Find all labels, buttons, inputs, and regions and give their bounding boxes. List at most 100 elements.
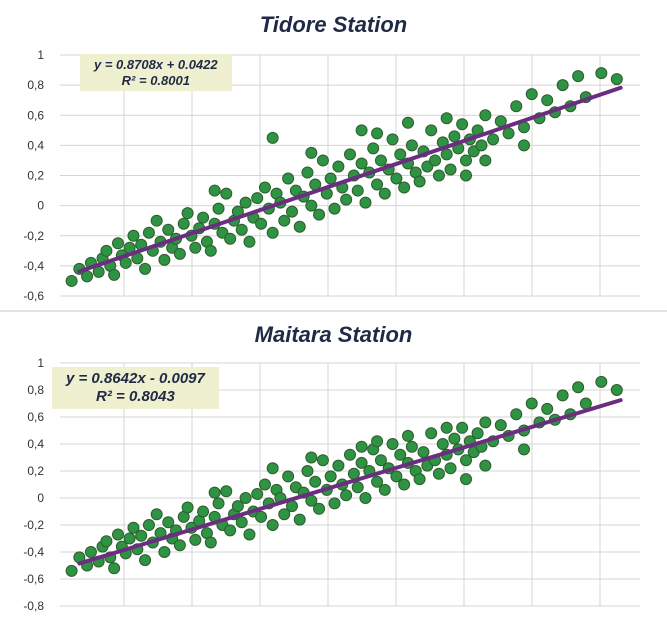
data-point [65, 564, 78, 577]
data-point [413, 175, 426, 188]
data-point [359, 196, 372, 209]
data-point [405, 440, 418, 453]
regression-equation-box: y = 0.8708x + 0.0422 R² = 0.8001 [80, 54, 232, 92]
data-point [158, 546, 171, 558]
y-tick-label: 0,2 [27, 464, 44, 478]
data-point [112, 237, 124, 250]
data-point [305, 146, 318, 159]
data-point [456, 118, 469, 131]
data-point [502, 127, 515, 140]
y-tick-label: 1 [37, 48, 44, 62]
data-point [440, 421, 453, 434]
data-point [398, 478, 411, 491]
data-point [610, 73, 623, 86]
data-point [108, 268, 121, 281]
data-point [374, 454, 387, 467]
regression-equation: y = 0.8642x - 0.0097 [66, 370, 205, 387]
regression-equation: y = 0.8708x + 0.0422 [94, 57, 218, 72]
data-point [84, 546, 97, 558]
data-point [251, 192, 264, 205]
y-tick-label: -0,2 [23, 518, 44, 532]
data-point [595, 67, 608, 80]
data-point [181, 501, 194, 514]
data-point [127, 521, 140, 534]
y-tick-label: 0 [37, 491, 44, 505]
data-point [293, 220, 306, 233]
data-point [239, 196, 252, 209]
data-point [158, 253, 171, 266]
data-point [572, 70, 585, 83]
data-point [224, 232, 237, 245]
data-point [301, 166, 314, 179]
data-point [224, 524, 237, 537]
data-point [402, 429, 414, 442]
data-point [487, 133, 500, 146]
y-tick-label: -0,4 [23, 259, 44, 273]
data-point [150, 214, 163, 227]
data-point [65, 274, 78, 287]
data-point [243, 235, 256, 248]
data-point [359, 492, 372, 504]
data-point [518, 443, 530, 456]
data-point [394, 148, 407, 161]
data-point [479, 416, 492, 429]
data-point [100, 244, 113, 257]
data-point [494, 419, 507, 432]
y-tick-label: 1 [37, 356, 44, 370]
data-point [112, 528, 124, 541]
data-point [305, 451, 318, 464]
data-point [139, 554, 152, 567]
data-point [479, 109, 492, 122]
data-point [355, 440, 368, 453]
data-point [425, 124, 438, 137]
data-point [181, 207, 194, 220]
data-point [398, 181, 411, 194]
data-point [475, 139, 488, 152]
data-point [390, 470, 403, 483]
regression-trendline [77, 398, 623, 566]
data-point [371, 475, 384, 488]
data-point [204, 244, 217, 257]
data-point [142, 226, 155, 239]
data-point [344, 448, 356, 461]
data-point [135, 529, 148, 542]
regression-equation-box: y = 0.8642x - 0.0097 R² = 0.8043 [52, 367, 219, 409]
data-point [301, 465, 314, 477]
data-point [220, 187, 233, 200]
data-point [316, 454, 329, 467]
data-point [436, 438, 449, 450]
data-point [212, 497, 225, 510]
r-squared: R² = 0.8043 [96, 388, 175, 405]
data-point [197, 211, 210, 224]
data-point [386, 133, 399, 146]
data-point [266, 462, 279, 475]
data-point [479, 154, 492, 167]
data-point [556, 389, 569, 402]
data-point [139, 262, 152, 275]
data-point [197, 505, 210, 518]
data-point [123, 532, 136, 545]
data-point [417, 446, 430, 459]
data-point [173, 247, 186, 260]
data-point [282, 172, 295, 185]
data-point [324, 470, 337, 483]
data-point [355, 124, 368, 137]
data-point [258, 478, 271, 491]
data-point [189, 533, 202, 546]
data-point [405, 139, 418, 152]
data-point [448, 432, 461, 445]
tidore-scatter-plot: 1 0,8 0,6 0,4 0,2 0 -0,2 -0,4 -0,6 [23, 48, 640, 303]
data-point [208, 184, 221, 197]
data-point [239, 492, 252, 504]
data-point [344, 148, 356, 161]
y-tick-label: 0,4 [27, 437, 44, 451]
data-point [235, 516, 248, 529]
data-point [255, 217, 268, 230]
data-point [212, 202, 225, 215]
data-point [142, 519, 155, 531]
data-point [251, 487, 264, 500]
data-point [173, 539, 186, 552]
data-point [100, 535, 113, 548]
data-point [332, 459, 345, 472]
y-tick-label: 0,8 [27, 78, 44, 92]
